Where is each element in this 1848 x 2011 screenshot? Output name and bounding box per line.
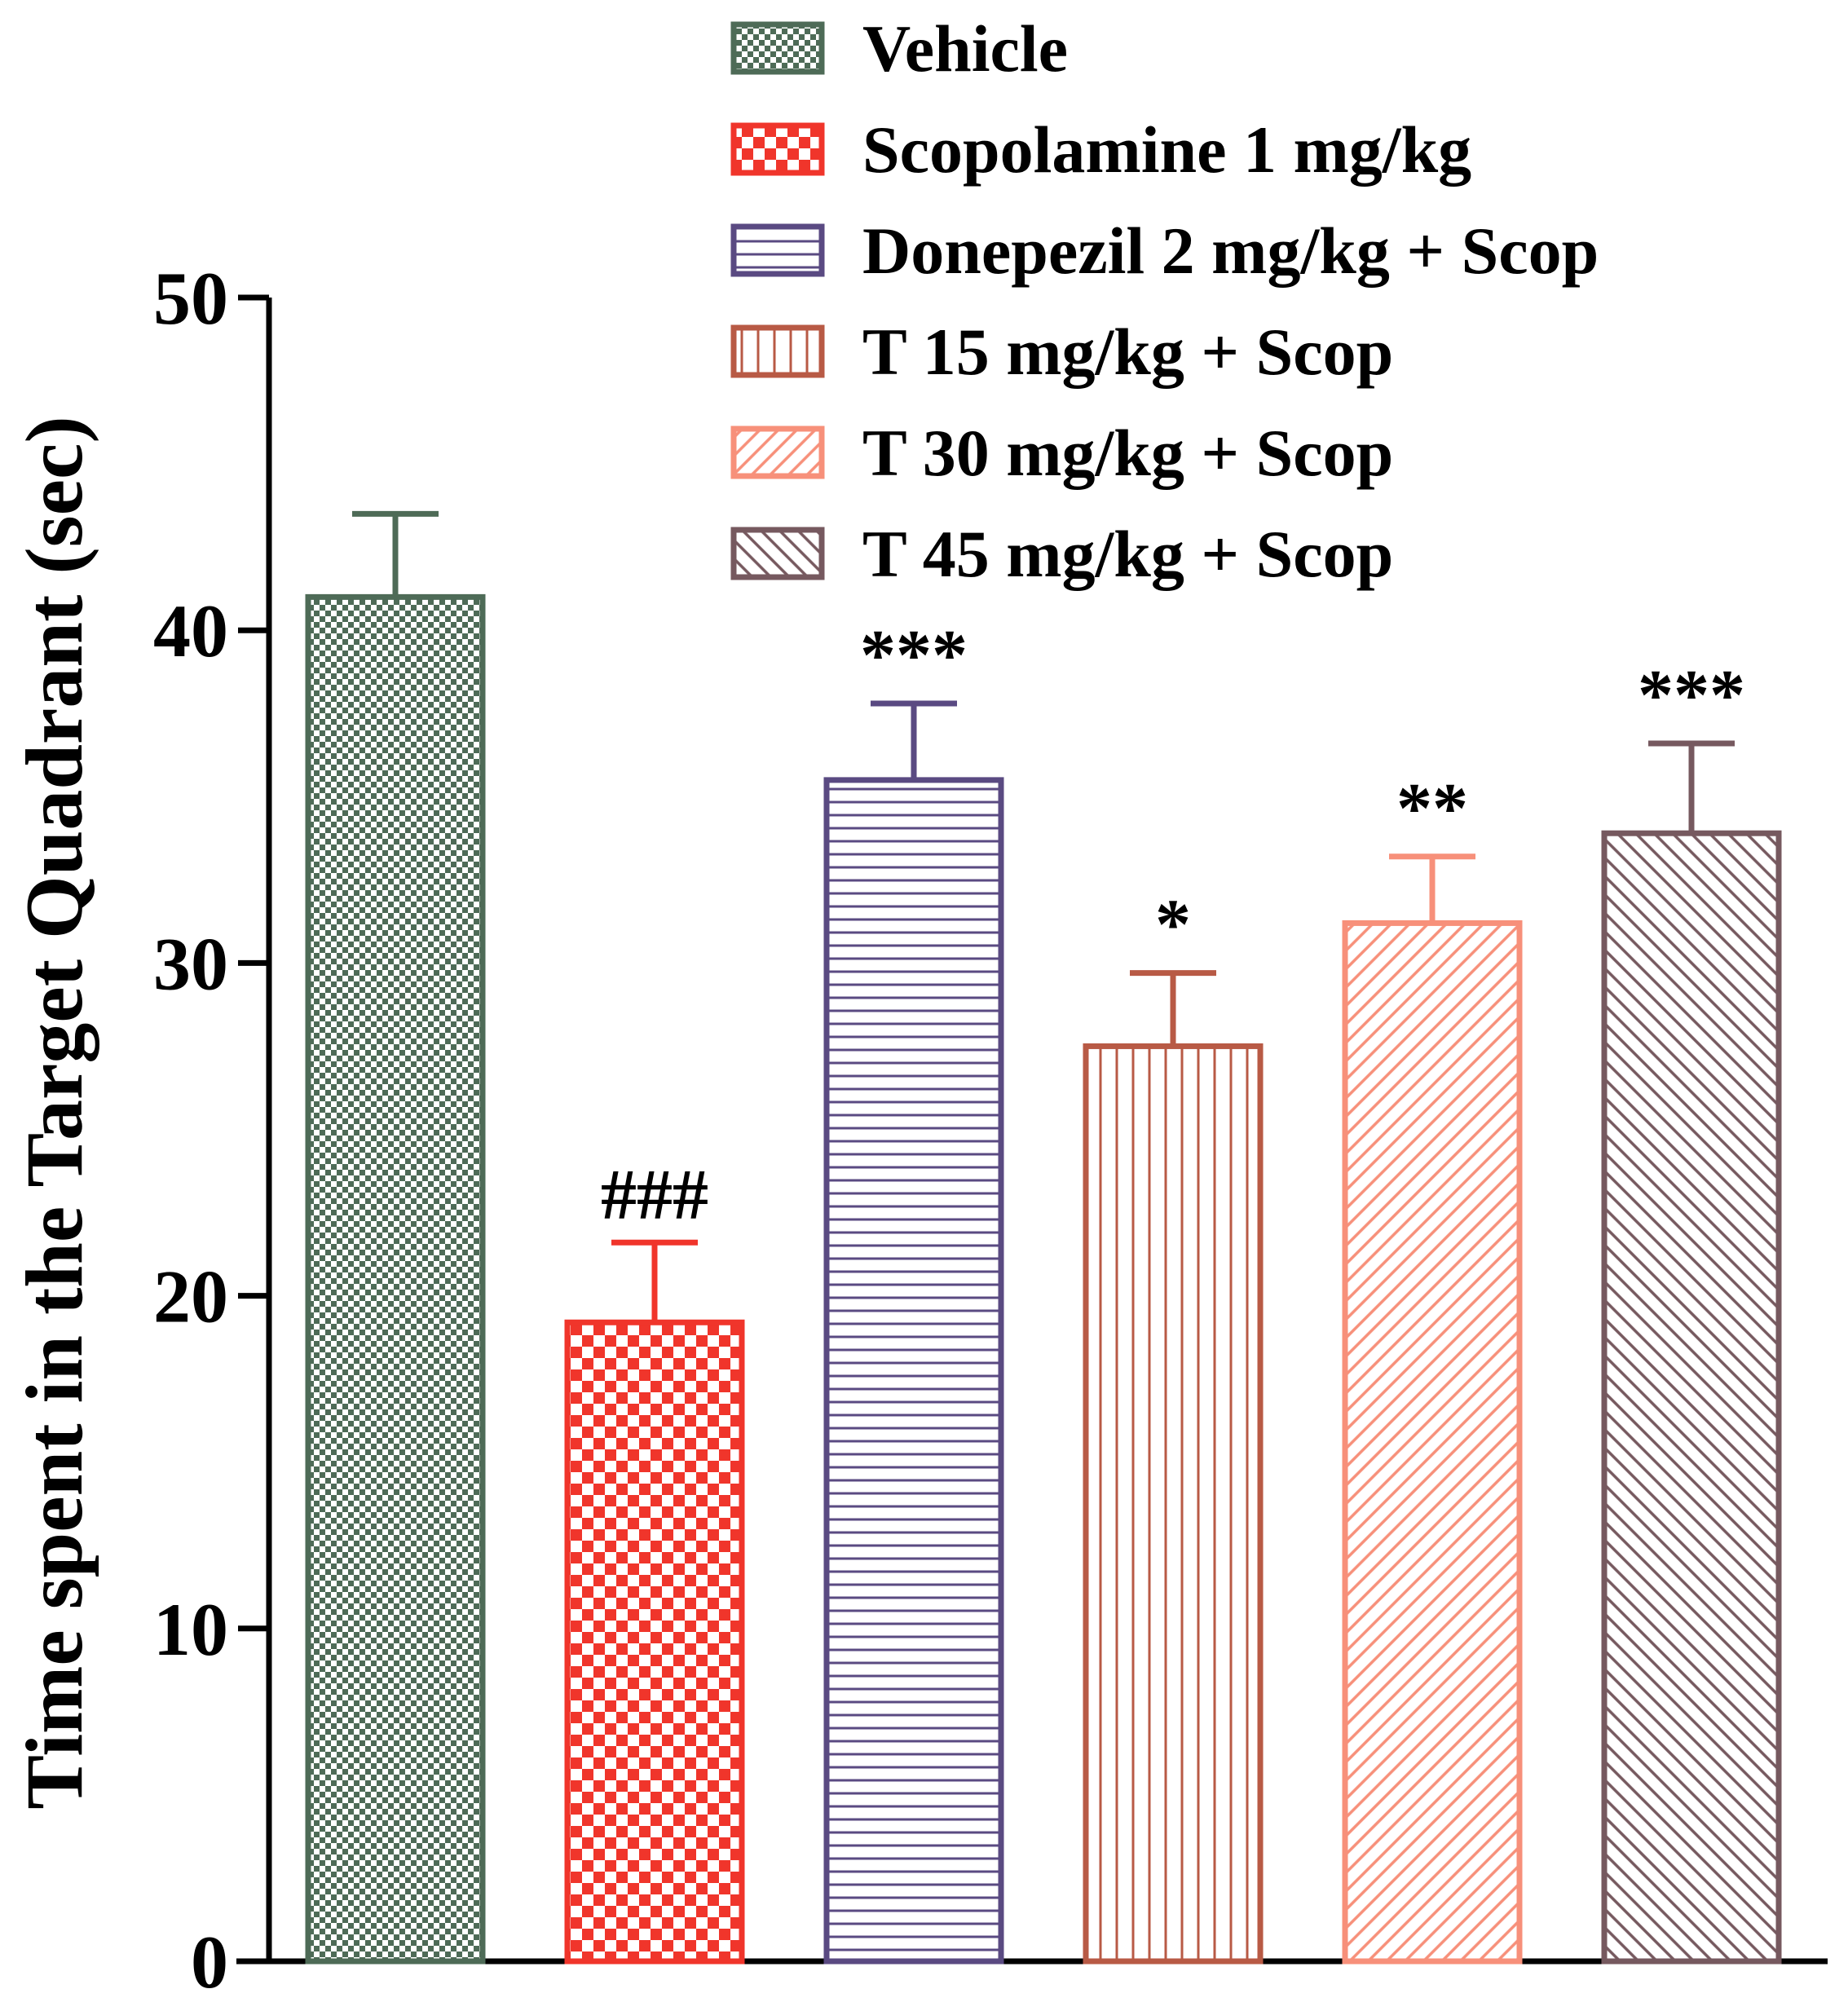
significance-label-1: ### — [601, 1155, 708, 1234]
significance-label-2: *** — [860, 616, 968, 695]
legend: Vehicle Scopolamine 1 mg/kg Donepezil 2 mg… — [730, 11, 1599, 591]
legend-label-2: Donepezil 2 mg/kg + Scop — [862, 214, 1599, 288]
legend-label-0: Vehicle — [862, 11, 1068, 86]
y-axis-label: Time spent in the Target Quadrant (sec) — [9, 416, 99, 1809]
legend-swatch-0 — [730, 21, 825, 75]
bar-5 — [1601, 830, 1782, 1965]
y-tick-label: 40 — [153, 589, 228, 673]
y-tick-label: 30 — [153, 922, 228, 1005]
legend-swatch-3 — [730, 324, 825, 378]
significance-label-3: * — [1155, 886, 1191, 965]
bar-2 — [823, 777, 1004, 1965]
bar-1 — [564, 1319, 745, 1965]
bar-3 — [1083, 1043, 1264, 1965]
y-axis — [236, 298, 1828, 1965]
bar-0 — [305, 593, 486, 1965]
y-tick-label: 50 — [153, 257, 228, 340]
significance-label-5: *** — [1638, 656, 1745, 735]
legend-label-1: Scopolamine 1 mg/kg — [862, 112, 1471, 187]
y-tick-label: 0 — [191, 1921, 228, 2004]
y-tick-label: 20 — [153, 1255, 228, 1338]
legend-label-3: T 15 mg/kg + Scop — [862, 315, 1393, 389]
y-tick-label: 10 — [153, 1588, 228, 1671]
bar-4 — [1342, 920, 1523, 1965]
legend-label-4: T 30 mg/kg + Scop — [862, 416, 1393, 490]
legend-swatch-1 — [730, 122, 825, 176]
legend-swatch-4 — [730, 426, 825, 479]
legend-label-5: T 45 mg/kg + Scop — [862, 517, 1393, 591]
legend-swatch-5 — [730, 527, 825, 580]
legend-swatch-2 — [730, 223, 825, 277]
significance-label-4: ** — [1396, 770, 1468, 849]
